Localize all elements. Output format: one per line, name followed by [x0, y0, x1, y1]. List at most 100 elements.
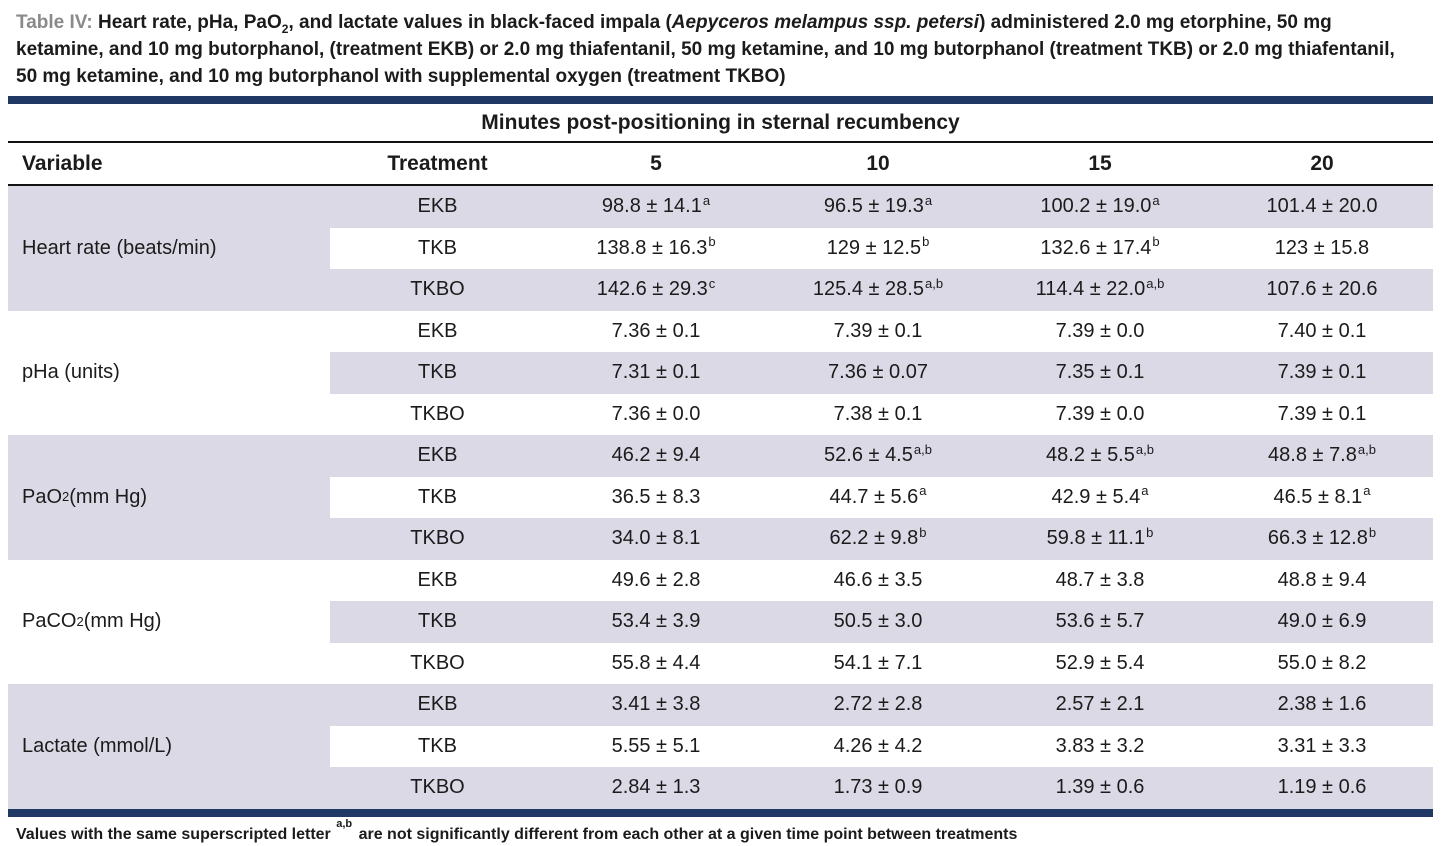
value-cell: 4.26 ± 4.2 [833, 734, 923, 757]
treatment-label: TKBO [410, 651, 465, 674]
variable-group: pHa (units) EKB 7.36 ± 0.1 7.39 ± 0.1 7.39 ±… [8, 311, 1433, 436]
value-cell: 7.36 ± 0.0 [611, 402, 701, 425]
value-cell: 3.83 ± 3.2 [1055, 734, 1145, 757]
variable-group: Heart rate (beats/min) EKB 98.8 ± 14.1 a 96.… [8, 186, 1433, 311]
value-cell: 62.2 ± 9.8 b [767, 518, 989, 560]
value-cell: 7.35 ± 0.1 [989, 352, 1211, 394]
treatment-label: TKB [418, 734, 457, 757]
value-cell: 53.4 ± 3.9 [545, 601, 767, 643]
column-header-min15: 15 [1088, 151, 1112, 175]
column-header-min10: 10 [866, 151, 890, 175]
variable-label: pHa (units) [22, 361, 120, 384]
variable-group: PaCO 2 (mm Hg) EKB 49.6 ± 2.8 46.6 ± 3.5 48.7… [8, 560, 1433, 685]
value-cell: 48.2 ± 5.5 a,b [989, 435, 1211, 477]
variable-label: PaO 2 (mm Hg) [8, 435, 330, 560]
treatment-label: EKB [417, 319, 458, 342]
treatment-label: TKB [330, 352, 545, 394]
table-body: Heart rate (beats/min) EKB 98.8 ± 14.1 a 96.… [8, 186, 1433, 809]
value-cell: 55.0 ± 8.2 [1277, 651, 1367, 674]
value-cell: 129 ± 12.5 b [826, 234, 930, 259]
treatment-label: EKB [330, 684, 545, 726]
value-cell: 2.38 ± 1.6 [1211, 684, 1433, 726]
value-cell: 36.5 ± 8.3 [611, 485, 701, 508]
variable-label: Heart rate (beats/min) [8, 186, 330, 311]
treatment-label: TKBO [330, 767, 545, 809]
value-cell: 132.6 ± 17.4 b [1040, 234, 1160, 259]
value-cell: 7.31 ± 0.1 [545, 352, 767, 394]
value-cell: 52.9 ± 5.4 [1055, 651, 1145, 674]
value-cell: 46.5 ± 8.1 a [1273, 483, 1371, 508]
value-cell: 7.39 ± 0.0 [1055, 319, 1145, 342]
column-header-min5: 5 [650, 151, 662, 175]
value-cell: 48.8 ± 7.8 a,b [1211, 435, 1433, 477]
value-cell: 52.6 ± 4.5 a,b [767, 435, 989, 477]
data-table: Minutes post-positioning in sternal recu… [8, 96, 1433, 817]
value-cell: 46.6 ± 3.5 [833, 568, 923, 591]
table-header-row: Variable Treatment 5 10 15 20 [8, 143, 1433, 186]
value-cell: 1.73 ± 0.9 [767, 767, 989, 809]
value-cell: 7.36 ± 0.1 [611, 319, 701, 342]
value-cell: 7.36 ± 0.07 [767, 352, 989, 394]
value-cell: 138.8 ± 16.3 b [596, 234, 716, 259]
treatment-label: EKB [417, 568, 458, 591]
table-bottom-rule [8, 808, 1433, 817]
value-cell: 7.38 ± 0.1 [833, 402, 923, 425]
value-cell: 114.4 ± 22.0 a,b [989, 269, 1211, 311]
table-caption-label: Table IV: [16, 12, 93, 33]
value-cell: 3.41 ± 3.8 [545, 684, 767, 726]
value-cell: 5.55 ± 5.1 [611, 734, 701, 757]
value-cell: 1.19 ± 0.6 [1211, 767, 1433, 809]
table-top-rule [8, 96, 1433, 104]
table-caption-text: Heart rate, pHa, PaO2, and lactate value… [16, 12, 1395, 87]
value-cell: 49.6 ± 2.8 [611, 568, 701, 591]
treatment-label: EKB [330, 435, 545, 477]
value-cell: 54.1 ± 7.1 [833, 651, 923, 674]
treatment-label: TKB [330, 601, 545, 643]
value-cell: 2.84 ± 1.3 [545, 767, 767, 809]
value-cell: 7.39 ± 0.1 [833, 319, 923, 342]
value-cell: 48.8 ± 9.4 [1277, 568, 1367, 591]
treatment-label: EKB [330, 186, 545, 228]
variable-label: Lactate (mmol/L) [8, 684, 330, 809]
treatment-label: TKB [418, 236, 457, 259]
table-footnote: Values with the same superscripted lette… [16, 818, 1018, 843]
value-cell: 50.5 ± 3.0 [767, 601, 989, 643]
value-cell: 96.5 ± 19.3 a [767, 186, 989, 228]
value-cell: 55.8 ± 4.4 [611, 651, 701, 674]
value-cell: 142.6 ± 29.3 c [545, 269, 767, 311]
table-caption: Table IV: Heart rate, pHa, PaO2, and lac… [0, 0, 1441, 90]
column-spanner-heading: Minutes post-positioning in sternal recu… [8, 104, 1433, 143]
variable-group: PaO 2 (mm Hg) EKB 46.2 ± 9.4 52.6 ± 4.5 a,b 48… [8, 435, 1433, 560]
value-cell: 123 ± 15.8 [1274, 236, 1370, 259]
value-cell: 7.40 ± 0.1 [1277, 319, 1367, 342]
variable-group: Lactate (mmol/L) EKB 3.41 ± 3.8 2.72 ± 2.8 2… [8, 684, 1433, 809]
treatment-label: TKBO [330, 269, 545, 311]
value-cell: 7.39 ± 0.1 [1277, 402, 1367, 425]
value-cell: 48.7 ± 3.8 [1055, 568, 1145, 591]
value-cell: 7.39 ± 0.0 [1055, 402, 1145, 425]
value-cell: 98.8 ± 14.1 a [545, 186, 767, 228]
value-cell: 44.7 ± 5.6 a [829, 483, 927, 508]
value-cell: 2.57 ± 2.1 [989, 684, 1211, 726]
column-header-min20: 20 [1310, 151, 1334, 175]
treatment-label: TKBO [330, 518, 545, 560]
value-cell: 3.31 ± 3.3 [1277, 734, 1367, 757]
value-cell: 101.4 ± 20.0 [1211, 186, 1433, 228]
treatment-label: TKBO [410, 402, 465, 425]
value-cell: 1.39 ± 0.6 [989, 767, 1211, 809]
value-cell: 107.6 ± 20.6 [1211, 269, 1433, 311]
value-cell: 53.6 ± 5.7 [989, 601, 1211, 643]
variable-label: PaCO 2 (mm Hg) [22, 610, 162, 633]
value-cell: 59.8 ± 11.1 b [989, 518, 1211, 560]
column-header-treatment: Treatment [387, 151, 488, 175]
column-header-variable: Variable [22, 151, 103, 175]
value-cell: 46.2 ± 9.4 [545, 435, 767, 477]
value-cell: 100.2 ± 19.0 a [989, 186, 1211, 228]
value-cell: 34.0 ± 8.1 [545, 518, 767, 560]
value-cell: 66.3 ± 12.8 b [1211, 518, 1433, 560]
value-cell: 2.72 ± 2.8 [767, 684, 989, 726]
value-cell: 125.4 ± 28.5 a,b [767, 269, 989, 311]
treatment-label: TKB [418, 485, 457, 508]
value-cell: 7.39 ± 0.1 [1211, 352, 1433, 394]
